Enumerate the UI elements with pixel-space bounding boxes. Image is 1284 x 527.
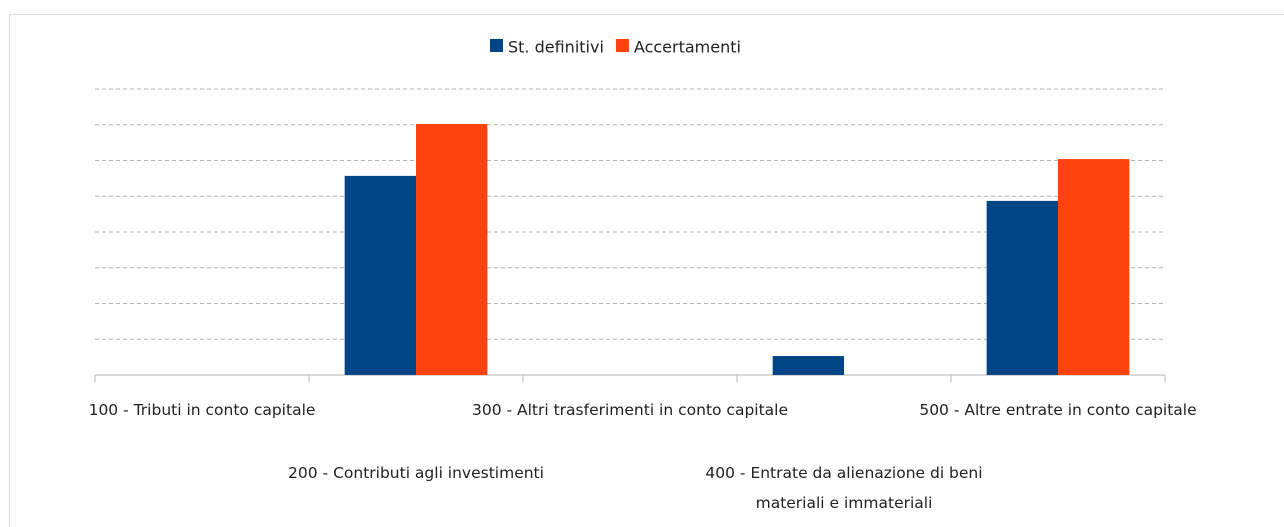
legend-swatch bbox=[490, 39, 503, 52]
bar bbox=[1058, 159, 1130, 375]
legend-swatch bbox=[615, 39, 629, 52]
legend-label: Accertamenti bbox=[634, 38, 741, 57]
x-tick-label: 400 - Entrate da alienazione di beni mat… bbox=[705, 464, 983, 512]
x-tick-label: 300 - Altri trasferimenti in conto capit… bbox=[471, 401, 789, 419]
bar bbox=[344, 175, 416, 375]
legend-label: St. definitivi bbox=[508, 38, 604, 57]
bar bbox=[986, 200, 1058, 375]
bar bbox=[416, 124, 488, 375]
bar bbox=[772, 356, 844, 375]
x-tick-label: 500 - Altre entrate in conto capitale bbox=[919, 401, 1197, 419]
x-tick-label: 200 - Contributi agli investimenti bbox=[288, 464, 544, 482]
x-tick-label: 100 - Tributi in conto capitale bbox=[88, 401, 316, 419]
frame bbox=[9, 14, 1284, 527]
